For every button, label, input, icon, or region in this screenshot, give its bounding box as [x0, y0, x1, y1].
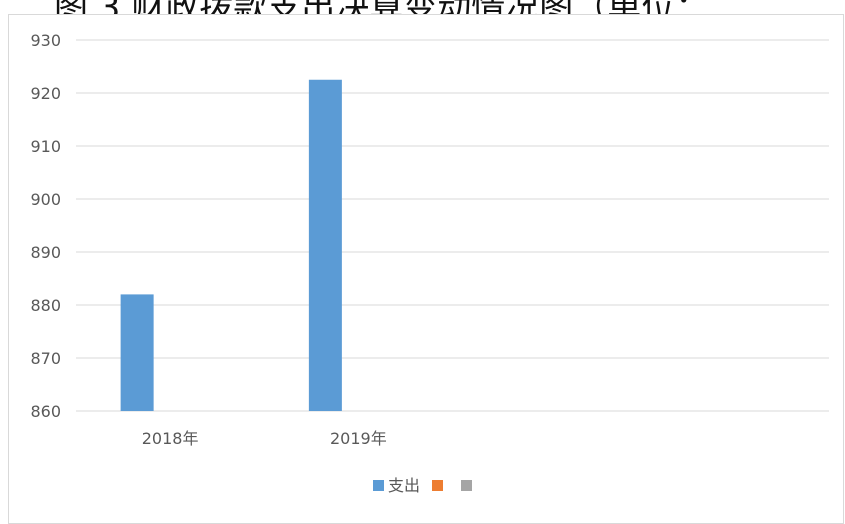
- y-axis-ticks: 860 870 880 890 900 910 920 930: [30, 31, 61, 421]
- legend-swatch: [432, 480, 443, 491]
- y-gridlines: [76, 39, 829, 412]
- y-tick-label: 920: [30, 84, 61, 103]
- x-axis-labels: 2018年 2019年: [142, 429, 387, 448]
- legend: 支出: [373, 476, 472, 495]
- y-tick-label: 870: [30, 349, 61, 368]
- x-tick-label: 2018年: [142, 429, 199, 448]
- y-tick-label: 890: [30, 243, 61, 262]
- bar: [308, 79, 342, 411]
- legend-swatch: [373, 480, 384, 491]
- y-tick-label: 860: [30, 402, 61, 421]
- legend-swatch: [461, 480, 472, 491]
- legend-label: 支出: [388, 476, 420, 495]
- y-tick-label: 930: [30, 31, 61, 50]
- y-tick-label: 910: [30, 137, 61, 156]
- bars: [120, 79, 342, 411]
- x-tick-label: 2019年: [330, 429, 387, 448]
- chart-frame: [8, 14, 844, 524]
- bar: [120, 294, 154, 411]
- y-tick-label: 880: [30, 296, 61, 315]
- y-tick-label: 900: [30, 190, 61, 209]
